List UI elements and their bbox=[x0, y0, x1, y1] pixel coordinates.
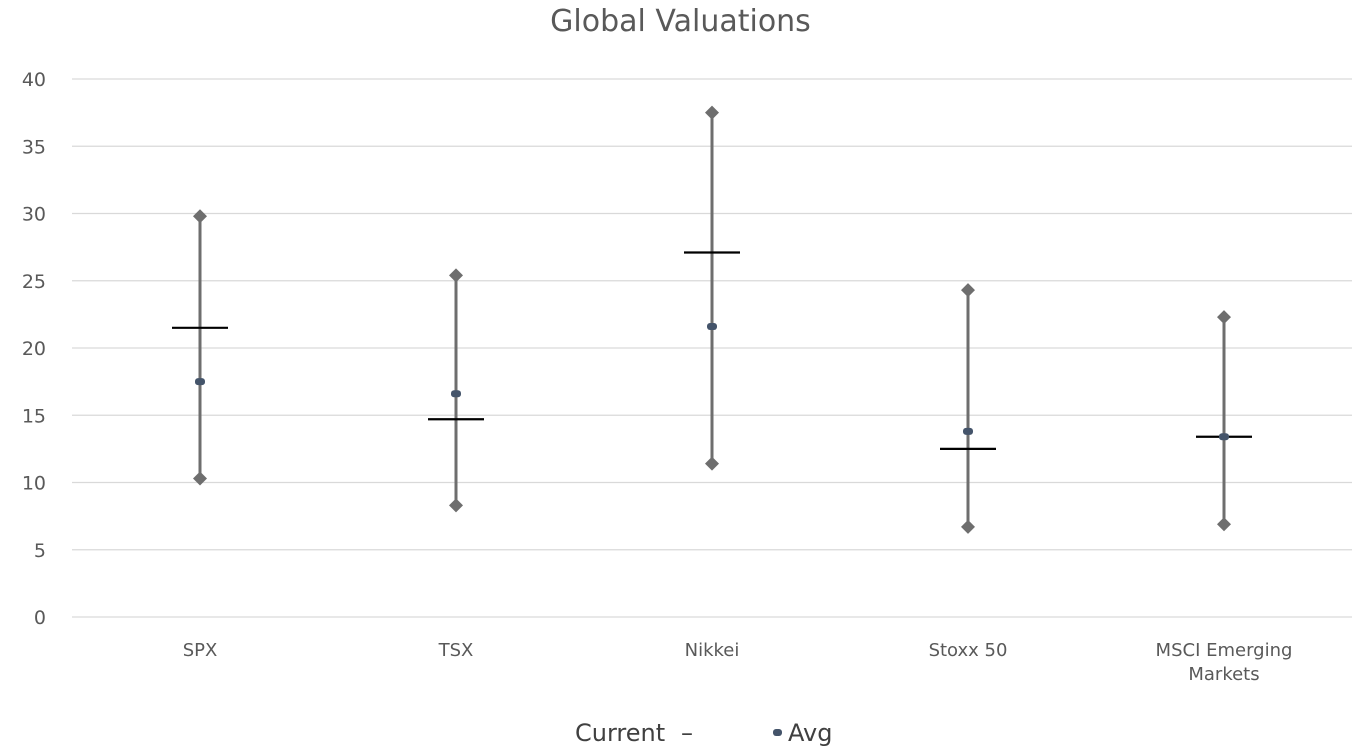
avg-marker bbox=[451, 390, 461, 398]
avg-marker bbox=[195, 378, 205, 386]
high-marker bbox=[705, 105, 719, 120]
legend-current-label: Current bbox=[575, 719, 665, 747]
legend-current-symbol: – bbox=[681, 719, 693, 747]
y-tick-label: 15 bbox=[22, 405, 46, 427]
x-category-label: TSX bbox=[438, 640, 474, 661]
x-category-label: Nikkei bbox=[685, 640, 740, 661]
y-tick-label: 25 bbox=[22, 271, 46, 293]
low-marker bbox=[1217, 517, 1231, 532]
avg-marker bbox=[1219, 433, 1229, 441]
low-marker bbox=[705, 456, 719, 471]
high-marker bbox=[193, 209, 207, 224]
high-marker bbox=[1217, 310, 1231, 325]
y-tick-label: 5 bbox=[34, 540, 46, 562]
y-axis-ticks: 0 5 10 15 20 25 30 35 40 bbox=[22, 69, 46, 629]
legend-avg-swatch bbox=[773, 729, 782, 736]
high-marker bbox=[961, 283, 975, 298]
y-tick-label: 35 bbox=[22, 136, 46, 158]
x-category-label: MSCI Emerging Markets bbox=[1156, 640, 1293, 685]
low-marker bbox=[193, 471, 207, 486]
avg-marker bbox=[707, 322, 717, 330]
x-category-label: SPX bbox=[183, 640, 218, 661]
y-tick-label: 30 bbox=[22, 204, 46, 226]
x-axis-categories: SPX TSX Nikkei Stoxx 50 MSCI Emerging Markets bbox=[183, 640, 1293, 685]
chart-title: Global Valuations bbox=[550, 4, 811, 39]
y-tick-label: 0 bbox=[34, 607, 46, 629]
y-tick-label: 20 bbox=[22, 338, 46, 360]
legend: Current – Avg bbox=[575, 719, 832, 747]
marker-series bbox=[172, 105, 1252, 534]
avg-marker bbox=[963, 427, 973, 435]
low-marker bbox=[449, 498, 463, 513]
x-category-label: Stoxx 50 bbox=[929, 640, 1008, 661]
y-tick-label: 10 bbox=[22, 473, 46, 495]
y-tick-label: 40 bbox=[22, 69, 46, 91]
high-marker bbox=[449, 268, 463, 283]
low-marker bbox=[961, 519, 975, 534]
legend-avg-label: Avg bbox=[788, 719, 832, 747]
